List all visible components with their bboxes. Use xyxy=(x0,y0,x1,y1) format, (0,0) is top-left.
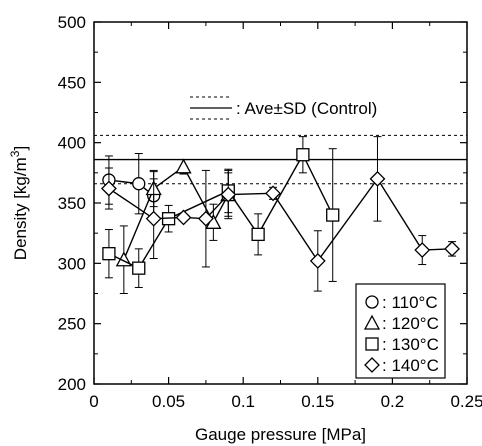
data-point xyxy=(414,242,431,258)
legend-label: : 140°C xyxy=(382,356,439,375)
x-tick-label: 0.1 xyxy=(231,392,255,411)
legend-marker-diamond xyxy=(364,357,380,373)
data-point xyxy=(369,170,386,187)
y-tick-label: 350 xyxy=(58,194,86,213)
data-point xyxy=(296,148,310,162)
x-axis-title: Gauge pressure [MPa] xyxy=(195,425,366,444)
legend-label: : 110°C xyxy=(382,293,438,312)
control-legend-label: : Ave±SD (Control) xyxy=(236,99,377,118)
control-legend: : Ave±SD (Control) xyxy=(190,96,377,120)
data-point xyxy=(145,210,162,227)
legend-marker-circle xyxy=(365,295,379,309)
data-point xyxy=(132,177,146,191)
series-line xyxy=(108,177,453,263)
y-axis-title-close: ] xyxy=(11,146,30,151)
x-tick-label: 0 xyxy=(89,392,98,411)
x-tick-label: 0.25 xyxy=(450,392,482,411)
legend-marker-square xyxy=(365,337,379,351)
legend-label: : 130°C xyxy=(382,335,439,354)
series-diamond xyxy=(101,136,460,292)
data-point xyxy=(132,261,146,275)
y-axis-title: Density [kg/m3] xyxy=(8,146,30,260)
y-tick-label: 500 xyxy=(58,13,86,32)
y-tick-label: 450 xyxy=(58,73,86,92)
y-tick-label: 250 xyxy=(58,315,86,334)
data-point xyxy=(309,253,326,269)
x-tick-label: 0.2 xyxy=(381,392,405,411)
data-point xyxy=(175,209,192,226)
y-tick-label: 400 xyxy=(58,134,86,153)
y-axis-title-sup: 3 xyxy=(8,150,22,157)
data-point xyxy=(102,247,116,261)
data-point xyxy=(175,158,192,174)
data-point xyxy=(220,186,237,203)
legend-marker-triangle xyxy=(363,314,381,330)
x-tick-label: 0.15 xyxy=(301,392,334,411)
control-lines xyxy=(94,134,467,185)
data-point xyxy=(197,210,214,227)
y-tick-label: 200 xyxy=(58,375,86,394)
series-legend: : 110°C : 120°C : 130°C : 140°C xyxy=(355,283,446,379)
data-point xyxy=(251,227,265,242)
data-point xyxy=(101,180,117,197)
data-point xyxy=(444,240,460,257)
series-layer xyxy=(101,136,460,294)
x-tick-label: 0.05 xyxy=(152,392,185,411)
x-axis-ticks: 0 0.05 0.1 0.15 0.2 0.25 xyxy=(89,22,482,411)
y-axis-title-base: Density [kg/m xyxy=(11,157,30,260)
y-axis-ticks: 200 250 300 350 400 450 500 xyxy=(58,13,467,394)
y-tick-label: 300 xyxy=(58,254,86,273)
legend-label: : 120°C xyxy=(382,314,439,333)
data-point xyxy=(265,185,281,202)
data-point xyxy=(326,208,340,222)
